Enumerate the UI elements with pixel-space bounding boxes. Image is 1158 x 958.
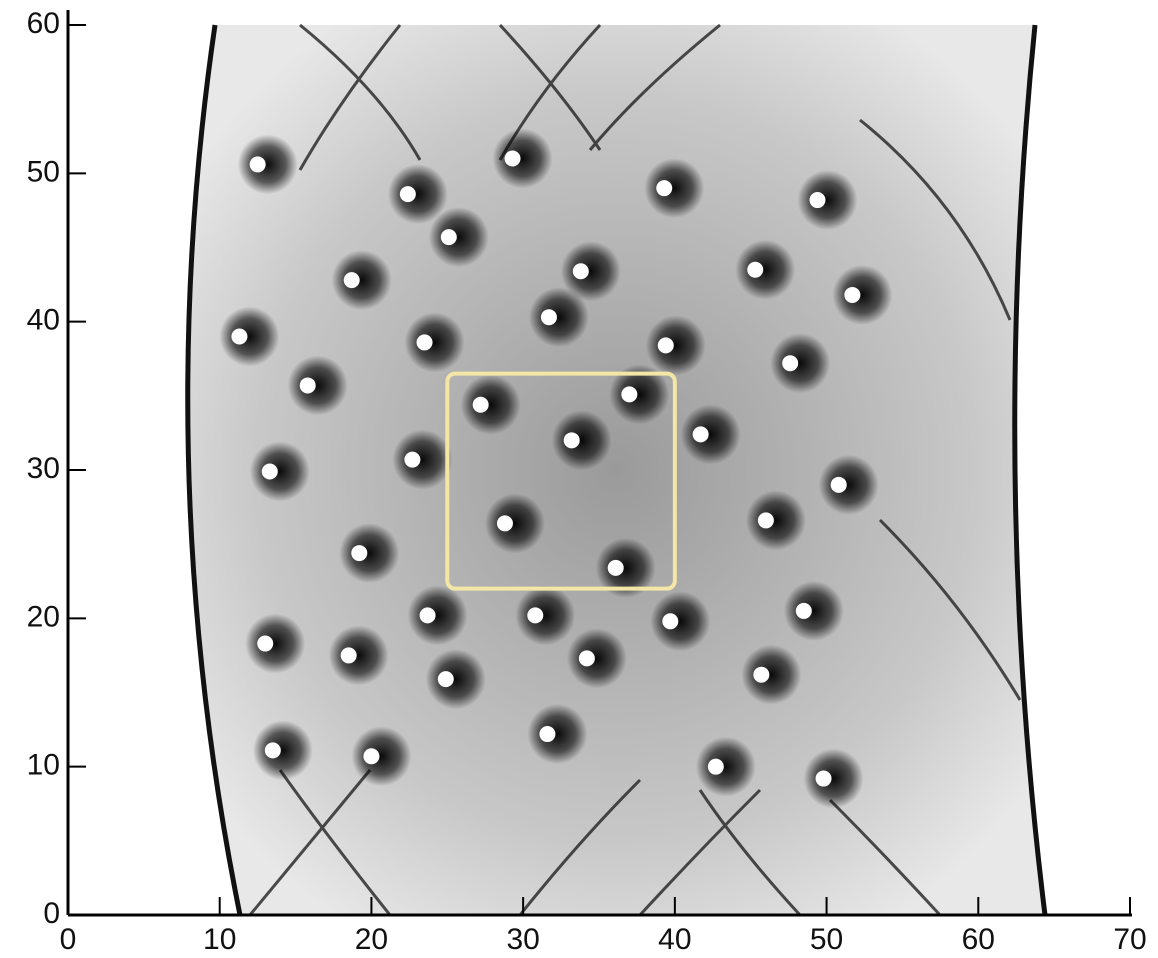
particle-wake <box>351 726 411 786</box>
flow-field <box>188 25 1045 915</box>
particle-wake <box>288 355 348 415</box>
x-tick-label: 70 <box>1113 923 1146 956</box>
particle-wake <box>746 490 806 550</box>
particle <box>404 452 420 468</box>
particle <box>344 272 360 288</box>
particle-wake <box>339 523 399 583</box>
y-tick-label: 20 <box>27 600 60 633</box>
particle <box>341 647 357 663</box>
particle-wake <box>527 704 587 764</box>
x-tick-label: 0 <box>60 923 77 956</box>
particle <box>231 329 247 345</box>
particle <box>541 309 557 325</box>
particle-wake <box>646 315 706 375</box>
particle-wake <box>784 581 844 641</box>
particle-wake <box>332 250 392 310</box>
particle-wake <box>804 749 864 809</box>
y-tick-label: 60 <box>27 7 60 40</box>
particle <box>438 671 454 687</box>
particle-wake <box>567 628 627 688</box>
particle <box>564 432 580 448</box>
x-tick-label: 50 <box>810 923 843 956</box>
particle-wake <box>408 585 468 645</box>
particle <box>579 650 595 666</box>
particle-wake <box>245 614 305 674</box>
particle-wake <box>741 645 801 705</box>
particle <box>816 771 832 787</box>
particle <box>257 636 273 652</box>
particle <box>420 607 436 623</box>
y-tick-label: 40 <box>27 304 60 337</box>
particle <box>844 287 860 303</box>
particle <box>796 603 812 619</box>
particle <box>473 397 489 413</box>
particle-wake <box>426 649 486 709</box>
x-tick-label: 10 <box>203 923 236 956</box>
particle <box>758 512 774 528</box>
particle <box>831 477 847 493</box>
particle-wake <box>832 265 892 325</box>
particle-wake <box>819 455 879 515</box>
particle-wake <box>552 410 612 470</box>
particle <box>250 156 266 172</box>
particle-wake <box>461 375 521 435</box>
particle <box>708 759 724 775</box>
particle-wake <box>392 430 452 490</box>
particle <box>262 463 278 479</box>
particle <box>656 180 672 196</box>
particle-wake <box>238 134 298 194</box>
particle <box>809 192 825 208</box>
y-tick-label: 50 <box>27 155 60 188</box>
particle <box>662 613 678 629</box>
particle-wake <box>219 307 279 367</box>
x-tick-label: 30 <box>506 923 539 956</box>
particle-wake <box>735 240 795 300</box>
particle <box>693 426 709 442</box>
x-tick-label: 60 <box>962 923 995 956</box>
particle-wake <box>770 333 830 393</box>
particle <box>573 263 589 279</box>
particle-wake <box>696 737 756 797</box>
particle <box>363 748 379 764</box>
particle <box>300 377 316 393</box>
particle-wake <box>405 312 465 372</box>
particle <box>747 262 763 278</box>
particle-wake <box>329 625 389 685</box>
particle <box>400 186 416 202</box>
particle-wake <box>644 158 704 218</box>
shocked-region <box>188 25 1045 915</box>
particle <box>608 560 624 576</box>
particle <box>539 726 555 742</box>
particle <box>527 607 543 623</box>
particle-wake <box>797 170 857 230</box>
particle <box>441 229 457 245</box>
particle-wake <box>529 287 589 347</box>
particle-wake <box>250 441 310 501</box>
particle-wake <box>650 591 710 651</box>
x-tick-label: 40 <box>658 923 691 956</box>
y-tick-label: 10 <box>27 749 60 782</box>
particle-wake <box>515 585 575 645</box>
particle-wake <box>429 207 489 267</box>
particle <box>658 337 674 353</box>
particle-wake <box>493 129 553 189</box>
particle <box>417 334 433 350</box>
x-tick-label: 20 <box>355 923 388 956</box>
chart: 0 10 20 30 40 50 60 70 0 10 20 30 40 50 60 <box>0 0 1158 958</box>
particle <box>621 386 637 402</box>
particle <box>753 667 769 683</box>
y-tick-label: 30 <box>27 452 60 485</box>
particle <box>265 742 281 758</box>
particle <box>351 545 367 561</box>
particle <box>782 355 798 371</box>
y-tick-label: 0 <box>43 897 60 930</box>
particle-wake <box>681 404 741 464</box>
particle <box>497 515 513 531</box>
particle-wake <box>253 720 313 780</box>
particle <box>505 151 521 167</box>
particle-wake <box>485 493 545 553</box>
